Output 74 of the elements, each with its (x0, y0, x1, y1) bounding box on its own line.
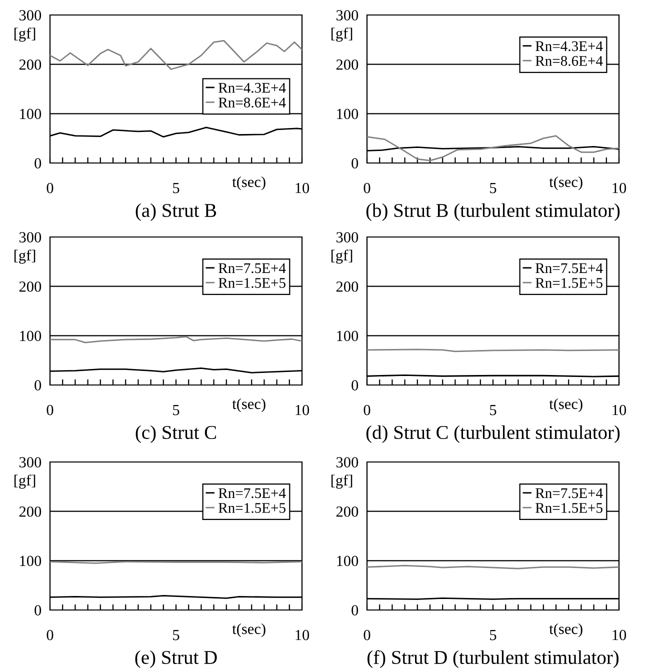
y-tick-label: 100 (337, 108, 358, 120)
legend-label: Rn=4.3E+4 (536, 41, 603, 52)
y-axis-title: [gf] (14, 474, 36, 489)
y-tick-label: 0 (34, 605, 42, 616)
y-tick-label: 100 (337, 556, 358, 566)
y-tick-label: 0 (352, 158, 358, 168)
y-tick-label: 300 (19, 232, 42, 242)
y-tick-label: 0 (34, 158, 42, 168)
text: (e) Strut D (135, 650, 217, 668)
x-tick-label: 10 (612, 404, 626, 416)
x-axis-title: t(sec) (232, 398, 266, 412)
y-axis-title: [gf] (14, 250, 36, 264)
x-tick-label: 10 (612, 182, 626, 194)
x-tick-label: 10 (296, 404, 310, 416)
y-axis-title: [gf] (331, 250, 352, 264)
y-tick-label: 200 (19, 59, 42, 70)
legend-label: Rn=1.5E+5 (218, 278, 286, 288)
x-tick-label: 10 (612, 630, 626, 640)
y-tick-label: 0 (352, 380, 358, 390)
x-tick-label: 5 (173, 630, 180, 640)
y-tick-label: 200 (19, 281, 42, 292)
text: (f) Strut D (turbulent stimulator) (367, 650, 619, 668)
y-tick-label: 100 (20, 556, 42, 566)
y-tick-label: 200 (336, 506, 358, 517)
x-tick-label: 0 (364, 630, 370, 640)
legend-label: Rn=1.5E+5 (536, 278, 602, 288)
y-tick-label: 100 (20, 330, 42, 342)
x-tick-label: 0 (364, 182, 370, 194)
legend-label: Rn=1.5E+5 (218, 503, 286, 513)
x-tick-label: 5 (490, 405, 496, 416)
legend-label: Rn=8.6E+4 (536, 56, 603, 66)
x-tick-label: 10 (296, 182, 310, 194)
x-axis-title: t(sec) (232, 176, 266, 190)
legend-label: Rn=7.5E+4 (218, 263, 286, 274)
x-axis-title: t(sec) (232, 623, 266, 638)
y-tick-label: 0 (352, 605, 358, 616)
x-tick-label: 5 (490, 630, 496, 640)
y-tick-label: 300 (336, 10, 358, 20)
y-axis-title: [gf] (331, 474, 352, 489)
y-tick-label: 200 (336, 59, 358, 70)
x-tick-label: 0 (46, 404, 54, 416)
text: (d) Strut C (turbulent stimulator) (366, 425, 620, 443)
text: (a) Strut B (136, 203, 216, 221)
text: (c) Strut C (136, 425, 216, 443)
legend-label: Rn=7.5E+4 (536, 488, 603, 498)
x-axis-title: t(sec) (549, 176, 582, 190)
y-tick-label: 100 (337, 330, 358, 342)
y-tick-label: 300 (19, 10, 42, 20)
legend-label: Rn=8.6E+4 (218, 98, 286, 108)
x-tick-label: 5 (173, 183, 180, 194)
x-axis-title: t(sec) (549, 398, 582, 412)
legend-label: Rn=4.3E+4 (218, 82, 286, 93)
line-series (50, 40, 302, 70)
x-tick-label: 5 (490, 183, 496, 194)
x-tick-label: 0 (364, 404, 370, 416)
legend-label: Rn=7.5E+4 (218, 488, 286, 498)
line-series (367, 135, 619, 162)
x-tick-label: 0 (46, 182, 54, 194)
x-tick-label: 5 (173, 405, 180, 416)
y-tick-label: 200 (336, 281, 358, 292)
y-tick-label: 0 (34, 380, 42, 390)
y-tick-label: 300 (336, 457, 358, 468)
x-tick-label: 10 (296, 630, 310, 640)
y-axis-title: [gf] (14, 28, 36, 42)
y-axis-title: [gf] (331, 28, 352, 42)
legend-label: Rn=1.5E+5 (536, 503, 602, 513)
y-tick-label: 300 (19, 457, 42, 468)
y-tick-label: 100 (20, 108, 42, 120)
text: (b) Strut B (turbulent stimulator) (366, 203, 620, 221)
y-tick-label: 300 (336, 232, 358, 242)
legend-label: Rn=7.5E+4 (536, 263, 603, 274)
x-tick-label: 0 (46, 630, 54, 640)
y-tick-label: 200 (19, 506, 42, 517)
x-axis-title: t(sec) (549, 623, 582, 638)
